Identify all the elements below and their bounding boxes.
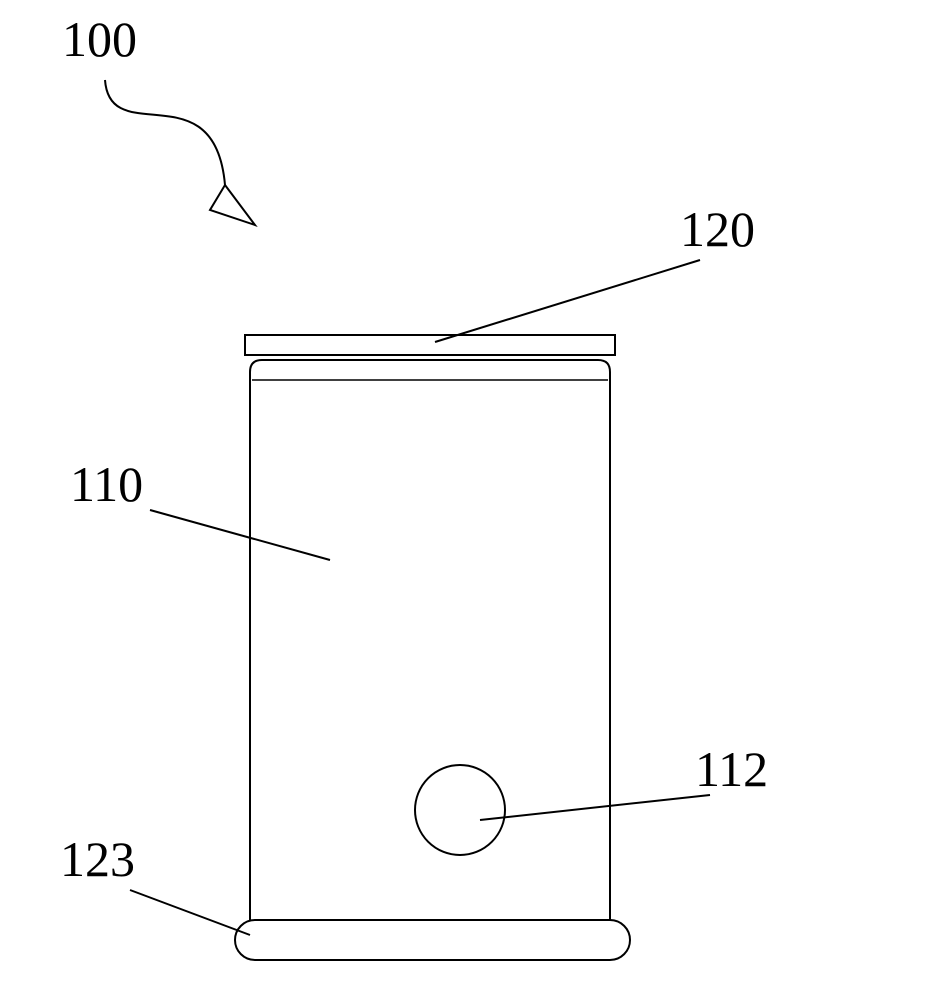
leader-100-curve xyxy=(105,80,225,185)
leader-120 xyxy=(435,260,700,342)
label-123: 123 xyxy=(60,830,135,888)
round-feature xyxy=(415,765,505,855)
body-outline xyxy=(250,360,610,920)
leader-123 xyxy=(130,890,250,935)
base-ring xyxy=(235,920,630,960)
label-110: 110 xyxy=(70,455,143,513)
label-112: 112 xyxy=(695,740,768,798)
leader-112 xyxy=(480,795,710,820)
lid-rect xyxy=(245,335,615,355)
label-120: 120 xyxy=(680,200,755,258)
leader-100-arrowhead xyxy=(210,185,255,225)
leader-110 xyxy=(150,510,330,560)
label-100: 100 xyxy=(62,10,137,68)
